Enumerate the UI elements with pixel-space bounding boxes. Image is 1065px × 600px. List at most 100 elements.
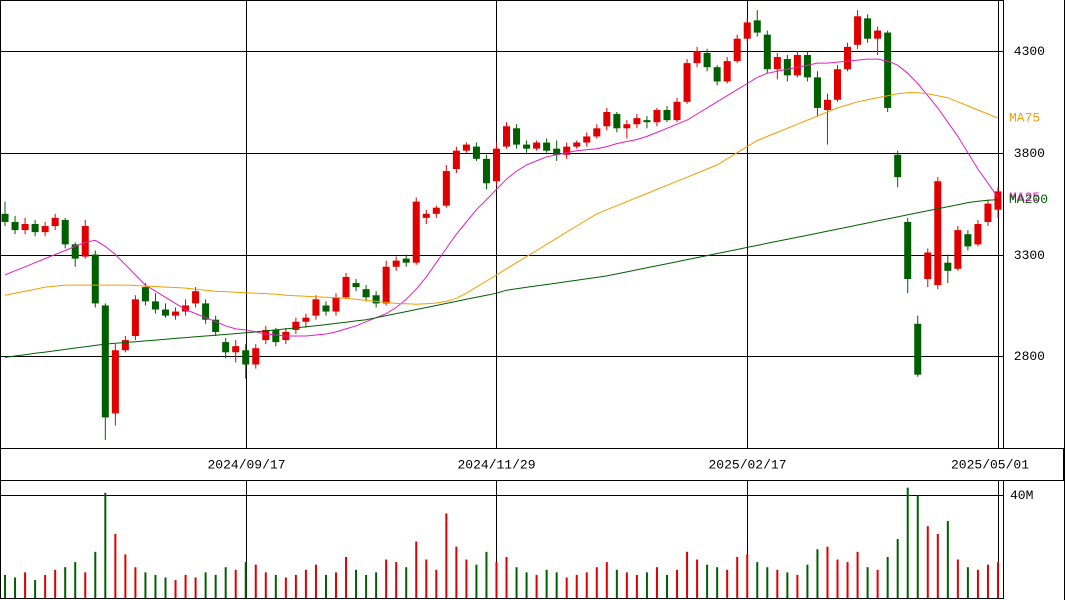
candle-body bbox=[242, 350, 250, 365]
volume-bar bbox=[74, 562, 77, 598]
volume-bar bbox=[836, 559, 839, 598]
candle-body bbox=[593, 128, 601, 137]
volume-bar bbox=[796, 574, 799, 598]
volume-bar bbox=[314, 564, 317, 598]
volume-bar bbox=[44, 574, 47, 598]
candle-body bbox=[61, 219, 69, 245]
volume-bar bbox=[455, 546, 458, 598]
legend-label: MA25 bbox=[1009, 190, 1040, 205]
volume-bar bbox=[254, 564, 257, 598]
y-tick-label: 3800 bbox=[1014, 146, 1045, 161]
volume-bar bbox=[876, 569, 879, 598]
volume-bar bbox=[114, 533, 117, 598]
candle-body bbox=[232, 346, 240, 353]
candle-body bbox=[452, 150, 460, 170]
candle-body bbox=[21, 224, 29, 231]
volume-bar bbox=[816, 549, 819, 598]
volume-bar bbox=[435, 569, 438, 598]
candle-body bbox=[192, 291, 200, 304]
candle-body bbox=[864, 18, 872, 39]
candle-body bbox=[372, 295, 380, 304]
volume-bar bbox=[846, 562, 849, 598]
volume-bar bbox=[806, 564, 809, 598]
volume-bar bbox=[144, 572, 147, 598]
volume-bar bbox=[696, 559, 699, 598]
volume-bar bbox=[234, 569, 237, 598]
volume-bar bbox=[385, 559, 388, 598]
candle-body bbox=[573, 142, 581, 147]
volume-bar bbox=[746, 554, 749, 598]
volume-bar bbox=[84, 572, 87, 598]
volume-bar bbox=[274, 574, 277, 598]
legend-label: MA75 bbox=[1009, 111, 1040, 126]
candle-body bbox=[693, 50, 701, 64]
volume-bar bbox=[345, 556, 348, 598]
candle-body bbox=[994, 191, 1002, 210]
volume-bar bbox=[495, 562, 498, 598]
volume-bar bbox=[595, 567, 598, 598]
volume-bar bbox=[966, 567, 969, 598]
volume-bar bbox=[264, 572, 267, 598]
candle-body bbox=[583, 136, 591, 143]
candle-body bbox=[31, 224, 39, 233]
candle-body bbox=[51, 217, 59, 227]
candle-body bbox=[412, 201, 420, 263]
volume-bar bbox=[14, 577, 17, 598]
volume-bar bbox=[986, 564, 989, 598]
candle-body bbox=[713, 67, 721, 82]
candle-body bbox=[91, 254, 99, 304]
volume-bar bbox=[395, 562, 398, 598]
candle-body bbox=[924, 252, 932, 279]
candle-body bbox=[613, 114, 621, 129]
volume-bar bbox=[355, 569, 358, 598]
volume-bar bbox=[405, 567, 408, 598]
volume-bar bbox=[756, 562, 759, 598]
candle-body bbox=[101, 305, 109, 418]
volume-bar bbox=[304, 569, 307, 598]
candle-body bbox=[944, 262, 952, 271]
volume-bar bbox=[465, 559, 468, 598]
candle-body bbox=[11, 221, 19, 231]
volume-bar bbox=[645, 572, 648, 598]
candle-body bbox=[472, 146, 480, 159]
candle-body bbox=[984, 203, 992, 222]
candle-body bbox=[503, 126, 511, 147]
candle-body bbox=[202, 303, 210, 320]
candle-body bbox=[141, 287, 149, 302]
volume-bar bbox=[64, 567, 67, 598]
volume-bar bbox=[174, 580, 177, 598]
volume-bar bbox=[214, 574, 217, 598]
candle-body bbox=[151, 301, 159, 310]
candle-body bbox=[653, 109, 661, 123]
volume-bar bbox=[24, 572, 27, 598]
volume-bar bbox=[164, 577, 167, 598]
candle-body bbox=[663, 109, 671, 121]
volume-bar bbox=[635, 574, 638, 598]
volume-bar bbox=[294, 574, 297, 598]
candle-body bbox=[854, 16, 862, 45]
candle-body bbox=[643, 120, 651, 123]
volume-bar bbox=[655, 567, 658, 598]
volume-bar bbox=[686, 551, 689, 598]
candle-body bbox=[182, 305, 190, 312]
candle-body bbox=[131, 299, 139, 336]
candle-body bbox=[1, 213, 9, 222]
volume-bar bbox=[706, 564, 709, 598]
candle-body bbox=[803, 54, 811, 78]
candle-body bbox=[874, 30, 882, 39]
candle-body bbox=[934, 181, 942, 286]
candle-body bbox=[442, 171, 450, 206]
candle-body bbox=[743, 22, 751, 39]
volume-bar bbox=[866, 567, 869, 598]
volume-bar bbox=[676, 569, 679, 598]
candle-body bbox=[533, 142, 541, 149]
candle-body bbox=[41, 226, 49, 233]
x-tick-label: 2024/11/29 bbox=[457, 457, 535, 472]
volume-bar bbox=[906, 487, 909, 598]
candle-body bbox=[292, 321, 300, 330]
volume-bar bbox=[916, 495, 919, 598]
volume-bar bbox=[605, 562, 608, 598]
price-panel bbox=[0, 0, 1004, 449]
volume-bar bbox=[716, 567, 719, 598]
